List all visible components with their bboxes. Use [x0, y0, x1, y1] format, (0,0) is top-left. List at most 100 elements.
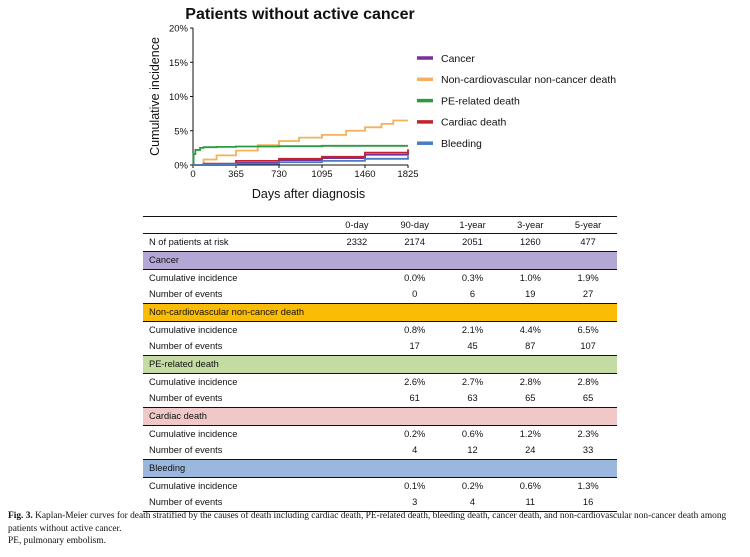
table-cell: 2.7%: [461, 376, 484, 387]
group-header-row: Cardiac death: [143, 406, 617, 426]
row-label: Cumulative incidence: [149, 272, 238, 283]
table-row: Cumulative incidence 0.0% 0.3% 1.0% 1.9%: [143, 269, 617, 286]
row-label: Number of events: [149, 393, 223, 404]
row-label: Cumulative incidence: [149, 480, 238, 491]
table-row: Cumulative incidence 0.8% 2.1% 4.4% 6.5%: [143, 321, 617, 338]
group-header: Bleeding: [143, 458, 617, 478]
table-cell: 65: [582, 393, 594, 404]
table-cell: 2.8%: [577, 376, 599, 387]
column-header: 1-year: [459, 220, 486, 230]
column-header: 3-year: [517, 220, 544, 230]
row-label: N of patients at risk: [143, 233, 328, 252]
row-label: Cumulative incidence: [149, 376, 238, 387]
x-tick-label: 730: [271, 169, 287, 180]
chart-title: Patients without active cancer: [185, 6, 414, 23]
km-chart: Patients without active cancer 0% 5% 10% 15%…: [0, 0, 750, 215]
table-cell: 0.0%: [404, 272, 426, 283]
table-cell: 0.1%: [404, 480, 426, 491]
chart-svg: Patients without active cancer 0% 5% 10% 15%…: [148, 6, 616, 201]
y-tick-label: 5%: [174, 126, 188, 137]
table-row: Number of events 61 63 65 65: [143, 390, 617, 407]
y-tick-label: 0%: [174, 161, 188, 172]
figure-caption: Fig. 3. Kaplan-Meier curves for death st…: [8, 510, 744, 548]
y-tick-label: 20%: [169, 24, 189, 35]
column-header: 5-year: [574, 220, 602, 230]
table-header-row: 0-day 90-day 1-year 3-year 5-year: [143, 216, 617, 234]
figure-label: Fig. 3.: [8, 511, 33, 521]
table-cell: 1.2%: [519, 428, 541, 439]
x-tick-label: 1825: [397, 169, 418, 180]
table-cell: 4: [443, 494, 502, 512]
table-row: Cumulative incidence 0.1% 0.2% 0.6% 1.3%: [143, 477, 617, 494]
table-cell: 2.1%: [461, 324, 484, 335]
table-cell: 2332: [328, 233, 386, 252]
group-header: Cancer: [143, 250, 617, 270]
table-cell: 2174: [385, 233, 444, 252]
table-cell: 6: [469, 289, 476, 300]
row-label: Number of events: [149, 445, 223, 456]
table-cell: 0.6%: [461, 428, 484, 439]
table-cell: 17: [409, 341, 420, 352]
group-header-row: Cancer: [143, 250, 617, 270]
table-cell: 27: [582, 289, 594, 300]
table-row: Number of events 17 45 87 107: [143, 338, 617, 355]
series-line-non-cardiovascular-non-cancer-death: [193, 119, 408, 166]
table-cell: 1.3%: [577, 480, 599, 491]
table-cell: 477: [559, 233, 617, 252]
table-cell: 19: [525, 289, 536, 300]
x-tick-label: 1460: [354, 169, 375, 180]
table-cell: [328, 338, 386, 355]
table-cell: [328, 442, 386, 459]
legend-label: Cancer: [441, 53, 475, 65]
table-cell: 107: [580, 341, 596, 352]
table-row: Cumulative incidence 0.2% 0.6% 1.2% 2.3%: [143, 425, 617, 442]
table-cell: 0.8%: [404, 324, 426, 335]
row-label: Number of events: [143, 494, 328, 512]
x-tick-label: 1095: [311, 169, 332, 180]
table-row: N of patients at risk 2332 2174 2051 1260 477: [143, 233, 617, 252]
incidence-table-container: 0-day 90-day 1-year 3-year 5-year N of patie…: [143, 216, 617, 512]
caption-text: Kaplan-Meier curves for death stratified…: [8, 511, 727, 534]
table-cell: [328, 286, 386, 303]
table-cell: [328, 494, 386, 512]
table-cell: 11: [501, 494, 560, 512]
y-axis-title: Cumulative incidence: [148, 37, 162, 156]
table-row: Cumulative incidence 2.6% 2.7% 2.8% 2.8%: [143, 373, 617, 390]
table-cell: 1260: [501, 233, 560, 252]
table-cell: 0: [412, 289, 418, 300]
table-cell: [328, 321, 386, 338]
table-cell: 3: [385, 494, 444, 512]
group-header-row: Bleeding: [143, 458, 617, 478]
group-header-row: PE-related death: [143, 354, 617, 374]
row-label: Cumulative incidence: [149, 428, 238, 439]
table-cell: [328, 269, 386, 286]
series-line-bleeding: [193, 156, 409, 166]
legend-label: PE-related death: [441, 95, 520, 107]
legend-label: Bleeding: [441, 138, 482, 150]
table-cell: 1.0%: [519, 272, 541, 283]
row-label: Cumulative incidence: [149, 324, 238, 335]
table-row: Number of events 4 12 24 33: [143, 442, 617, 459]
caption-abbreviation: PE, pulmonary embolism.: [8, 536, 106, 546]
series-line-pe-related-death: [192, 144, 408, 166]
table-cell: 1.9%: [577, 272, 599, 283]
incidence-table: 0-day 90-day 1-year 3-year 5-year N of patie…: [143, 216, 617, 512]
table-cell: 4: [412, 445, 418, 456]
legend-label: Cardiac death: [441, 117, 507, 129]
table-cell: 0.2%: [404, 428, 426, 439]
table-cell: 2.6%: [404, 376, 426, 387]
table-cell: [328, 477, 386, 494]
y-tick-label: 15%: [169, 58, 189, 69]
row-label: Number of events: [149, 341, 223, 352]
table-cell: 2.3%: [577, 428, 599, 439]
x-axis-title: Days after diagnosis: [252, 187, 365, 201]
row-label: Number of events: [149, 289, 223, 300]
group-header: Cardiac death: [143, 406, 617, 426]
group-header: PE-related death: [143, 354, 617, 374]
table-cell: 45: [467, 341, 478, 352]
y-tick-label: 10%: [169, 92, 189, 103]
table-cell: 12: [467, 445, 478, 456]
table-cell: 24: [525, 445, 536, 456]
table-cell: [328, 425, 386, 442]
group-header-row: Non-cardiovascular non-cancer death: [143, 302, 617, 322]
